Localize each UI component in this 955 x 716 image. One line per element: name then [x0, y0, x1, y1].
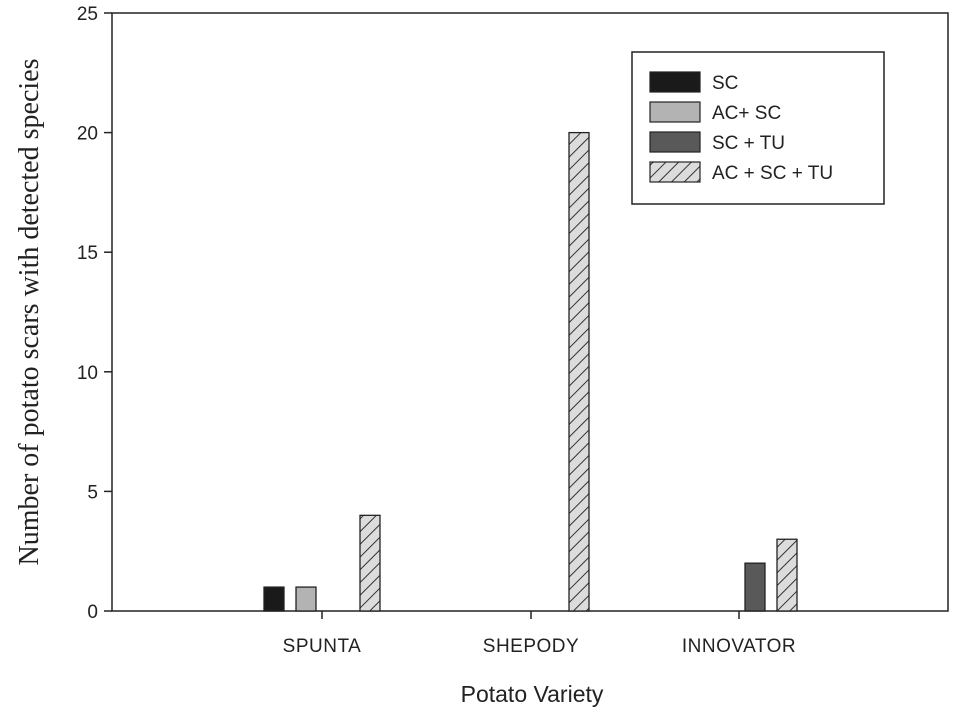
legend-swatch	[649, 161, 701, 183]
bars	[263, 131, 798, 612]
legend-swatch	[649, 131, 701, 153]
x-axis-title: Potato Variety	[461, 681, 604, 707]
y-tick-label: 15	[77, 243, 98, 264]
y-tick-label: 20	[77, 124, 98, 145]
x-category-labels: SPUNTA SHEPODY INNOVATOR	[283, 611, 796, 657]
bar-innovator-series-3	[744, 562, 766, 612]
x-category-label: INNOVATOR	[682, 636, 796, 657]
legend-label: SC + TU	[712, 133, 785, 154]
legend: SC AC+ SC SC + TU AC + SC + TU	[631, 51, 885, 205]
x-category-label: SPUNTA	[283, 636, 362, 657]
axes	[111, 12, 949, 612]
y-axis-title: Number of potato scars with detected spe…	[14, 59, 45, 566]
y-tick-label: 5	[87, 482, 98, 503]
bar-spunta-series-4	[359, 514, 381, 612]
y-tick-label: 10	[77, 363, 98, 384]
legend-label: AC+ SC	[712, 103, 781, 124]
legend-label: AC + SC + TU	[712, 163, 833, 184]
x-category-label: SHEPODY	[483, 636, 579, 657]
bar-spunta-series-2	[295, 586, 317, 612]
y-tick-label: 25	[77, 4, 98, 25]
plot-frame	[111, 12, 949, 612]
legend-swatch	[649, 101, 701, 123]
bar-spunta-series-1	[263, 586, 285, 612]
bar-shepody-series-4	[568, 131, 590, 612]
legend-swatch	[649, 71, 701, 93]
legend-label: SC	[712, 73, 738, 94]
y-tick-label: 0	[87, 602, 98, 623]
y-ticks: 0 5 10 15 20 25	[77, 4, 112, 623]
bar-innovator-series-4	[776, 538, 798, 612]
